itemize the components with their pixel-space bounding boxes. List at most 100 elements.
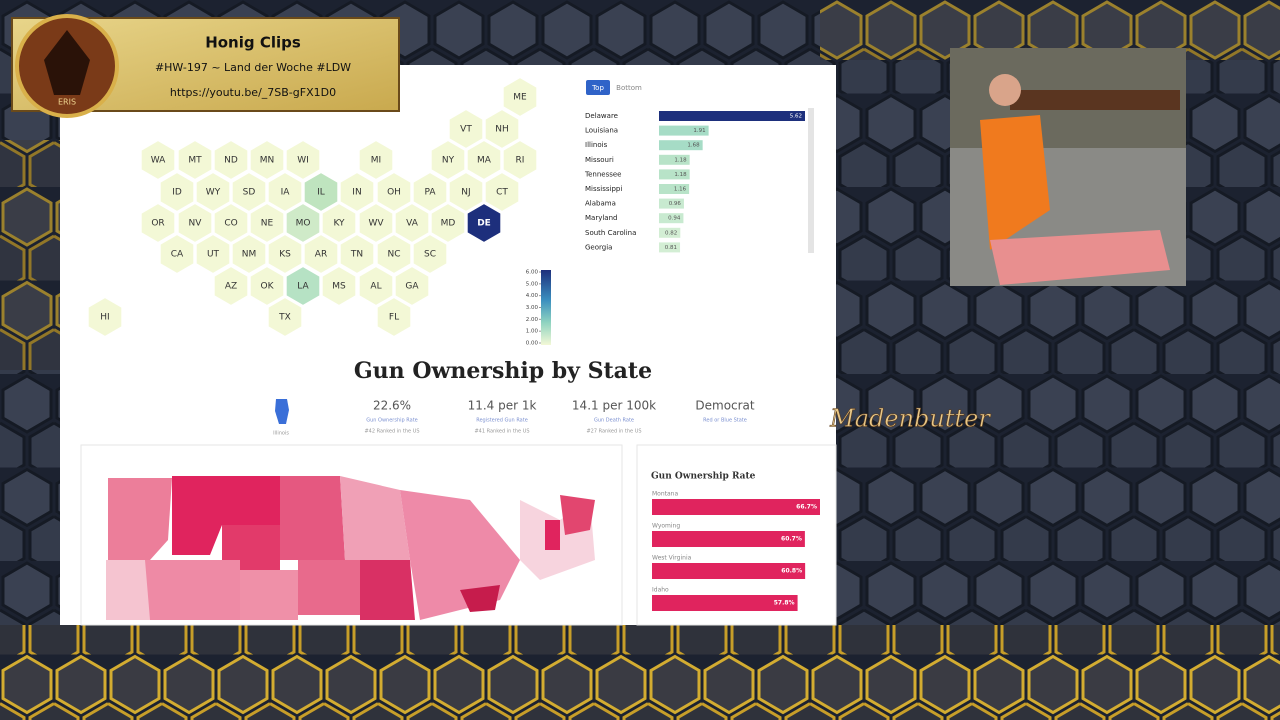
state-hex[interactable] <box>393 201 431 245</box>
state-hex[interactable] <box>447 170 485 214</box>
rank-name: Tennessee <box>584 170 621 178</box>
state-label: NC <box>387 250 400 260</box>
state-hex[interactable] <box>411 170 449 214</box>
state-hex[interactable] <box>158 232 196 276</box>
state-hex[interactable] <box>501 75 539 119</box>
legend-tick-label: 5.00 <box>526 281 539 287</box>
state-label: NJ <box>461 188 470 198</box>
webcam <box>950 48 1186 286</box>
state-hex[interactable] <box>158 170 196 214</box>
state-hex[interactable] <box>248 264 286 308</box>
state-hex[interactable] <box>86 295 124 339</box>
state-hex[interactable] <box>302 232 340 276</box>
state-hex[interactable] <box>483 170 521 214</box>
rate-bar <box>652 531 805 547</box>
stat-label: Gun Death Rate <box>594 418 634 424</box>
state-label: AR <box>315 250 327 260</box>
state-label: WA <box>151 156 166 166</box>
overlay-title: Honig Clips <box>205 34 301 52</box>
state-hex[interactable] <box>212 138 250 182</box>
state-label: CO <box>224 219 237 229</box>
stat-label: Red or Blue State <box>703 418 747 424</box>
rank-value: 0.81 <box>665 245 677 251</box>
state-label: MA <box>477 156 492 166</box>
state-hex[interactable] <box>429 201 467 245</box>
state-label: MS <box>332 282 346 292</box>
state-label: NY <box>442 156 455 166</box>
rank-value: 0.82 <box>665 230 677 236</box>
state-hex[interactable] <box>230 170 268 214</box>
state-hex[interactable] <box>465 201 503 245</box>
rank-name: Louisiana <box>585 127 618 135</box>
state-label: IN <box>352 188 361 198</box>
legend-tick-label: 6.00 <box>526 270 539 276</box>
state-hex[interactable] <box>465 138 503 182</box>
state-hex[interactable] <box>338 232 376 276</box>
rate-bar <box>652 595 798 611</box>
state-hex[interactable] <box>284 264 322 308</box>
state-hex[interactable] <box>320 264 358 308</box>
rank-name: South Carolina <box>585 229 636 237</box>
tab-top[interactable] <box>586 80 610 95</box>
tab-label[interactable]: Bottom <box>616 84 642 92</box>
state-hex[interactable] <box>212 264 250 308</box>
state-hex[interactable] <box>248 138 286 182</box>
rate-bar <box>652 499 820 515</box>
state-hex[interactable] <box>266 295 304 339</box>
legend-tick-label: 4.00 <box>526 293 539 299</box>
state-label: FL <box>389 313 399 323</box>
state-icon <box>275 399 289 424</box>
rate-name: Wyoming <box>652 523 680 530</box>
state-hex[interactable] <box>375 170 413 214</box>
state-hex[interactable] <box>230 232 268 276</box>
rank-name: Georgia <box>585 243 612 251</box>
state-hex[interactable] <box>194 170 232 214</box>
state-label: GA <box>405 282 419 292</box>
state-hex[interactable] <box>393 264 431 308</box>
state-hex[interactable] <box>139 138 177 182</box>
logo-figure <box>44 30 90 95</box>
state-label: OK <box>261 282 275 292</box>
state-hex[interactable] <box>411 232 449 276</box>
state-hex[interactable] <box>447 107 485 151</box>
state-hex[interactable] <box>266 170 304 214</box>
tab-label[interactable]: Top <box>591 84 604 92</box>
overlay-subtitle: #HW-197 ~ Land der Woche #LDW <box>155 61 351 74</box>
state-hex[interactable] <box>302 170 340 214</box>
state-hex[interactable] <box>357 264 395 308</box>
rank-bar <box>659 184 690 194</box>
state-hex[interactable] <box>248 201 286 245</box>
state-hex[interactable] <box>284 201 322 245</box>
logo-text: ERIS <box>58 98 76 107</box>
rank-name: Missouri <box>585 156 614 164</box>
state-hex[interactable] <box>212 201 250 245</box>
state-hex[interactable] <box>139 201 177 245</box>
state-hex[interactable] <box>357 138 395 182</box>
state-hex[interactable] <box>266 232 304 276</box>
legend-tick-label: 0.00 <box>526 341 539 347</box>
state-hex[interactable] <box>194 232 232 276</box>
gold-hex-band <box>0 140 60 370</box>
legend-tick-label: 1.00 <box>526 329 539 335</box>
rank-value: 5.62 <box>790 114 802 120</box>
rank-bar <box>659 154 690 165</box>
state-hex[interactable] <box>176 138 214 182</box>
state-hex[interactable] <box>176 201 214 245</box>
state-hex[interactable] <box>483 107 521 151</box>
state-hex[interactable] <box>375 232 413 276</box>
rank-name: Maryland <box>585 214 617 222</box>
color-legend <box>541 270 551 345</box>
state-hex[interactable] <box>320 201 358 245</box>
state-hex[interactable] <box>429 138 467 182</box>
state-hex[interactable] <box>357 201 395 245</box>
state-hex[interactable] <box>338 170 376 214</box>
state-hex[interactable] <box>375 295 413 339</box>
heading: Gun Ownership by State <box>354 358 652 384</box>
state-label: NE <box>261 219 274 229</box>
scrollbar <box>808 108 814 253</box>
state-hex[interactable] <box>501 138 539 182</box>
stat-rank: #41 Ranked in the US <box>474 429 529 435</box>
state-label: IL <box>317 188 325 198</box>
state-hex[interactable] <box>284 138 322 182</box>
